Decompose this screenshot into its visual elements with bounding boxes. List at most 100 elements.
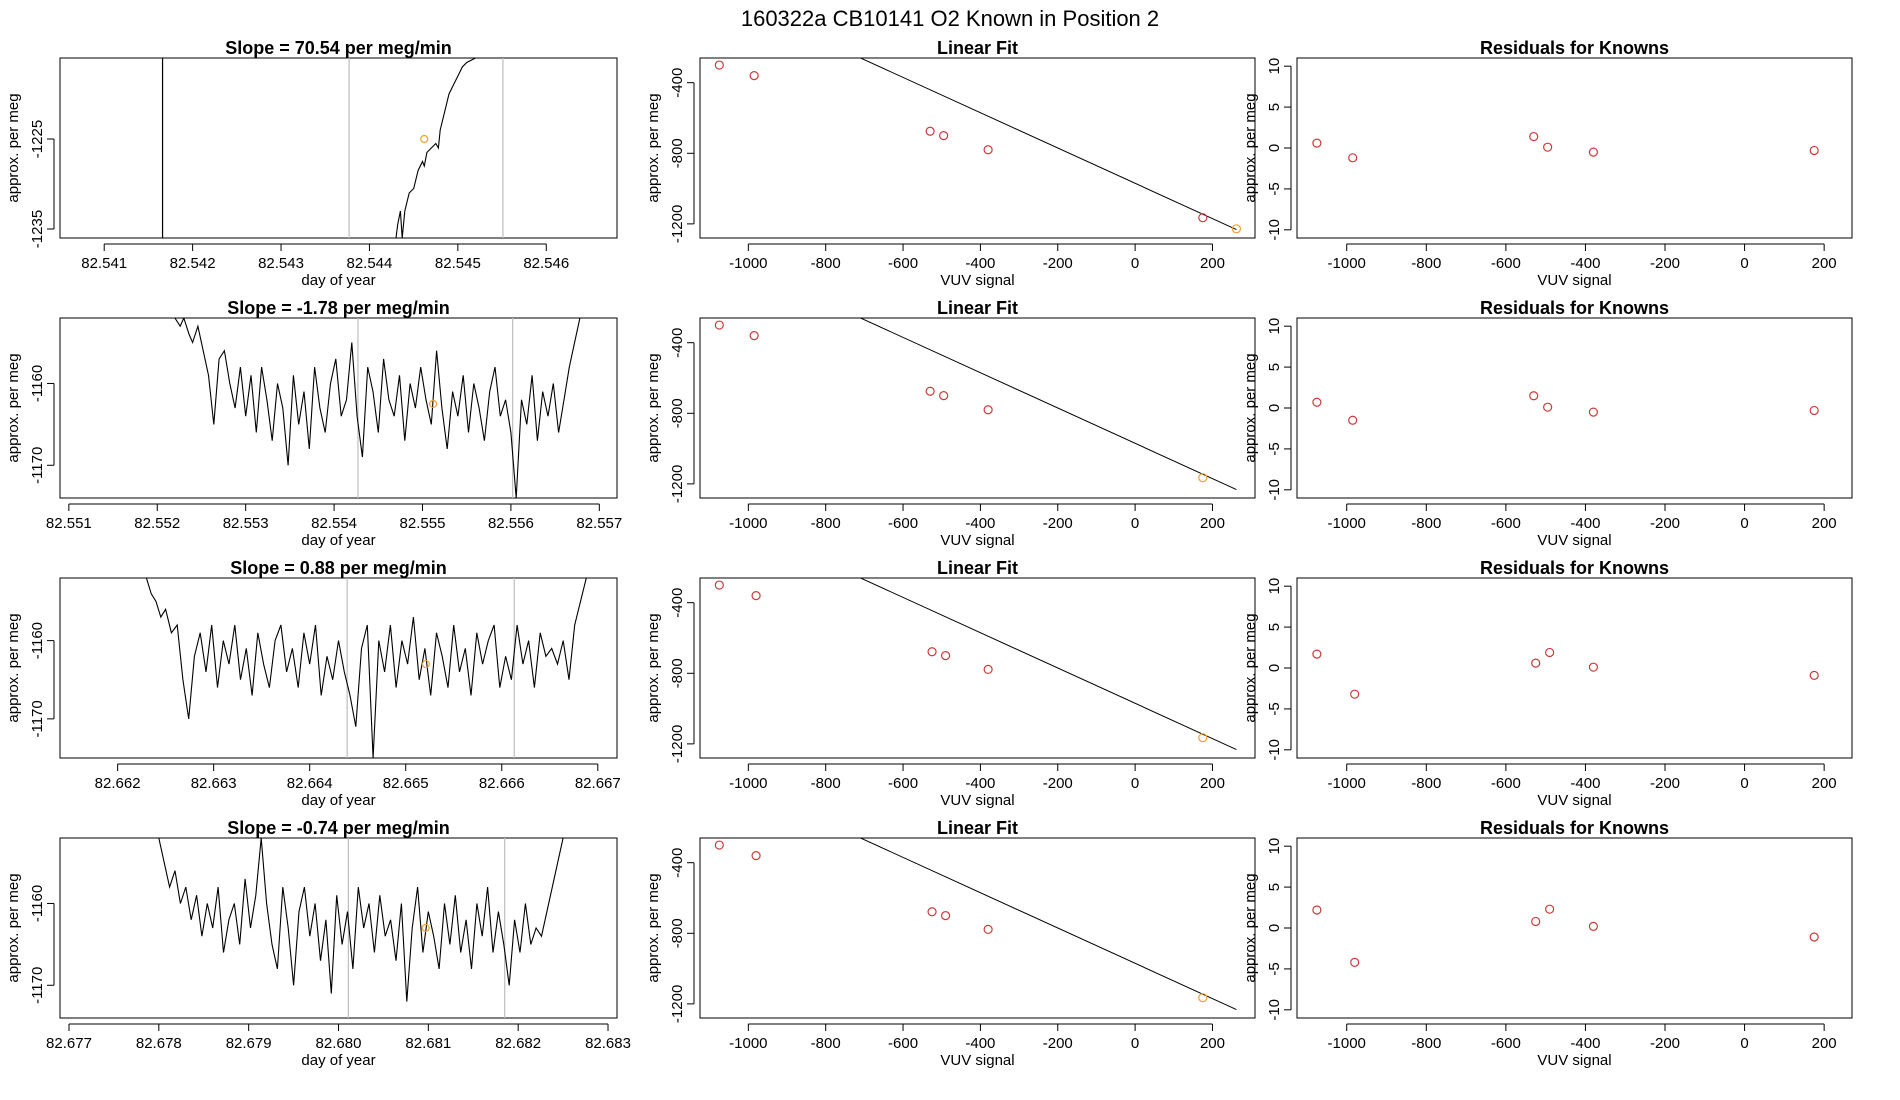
x-tick-label: -800 (811, 515, 841, 532)
data-point (1348, 415, 1358, 425)
x-tick-label: 82.663 (191, 775, 237, 792)
x-tick-label: 200 (1200, 515, 1225, 532)
data-point (983, 145, 993, 155)
x-tick-label: 82.543 (258, 255, 304, 272)
y-tick-label: -1170 (29, 967, 46, 1004)
x-tick-label: 82.544 (346, 255, 392, 272)
y-tick-label: -10 (1266, 479, 1283, 501)
y-axis-label: approx. per meg (5, 613, 22, 722)
data-point (1312, 397, 1322, 407)
data-point (1809, 670, 1819, 680)
data-point (940, 651, 951, 661)
data-point (939, 391, 949, 401)
x-tick-label: -1000 (1328, 1035, 1366, 1052)
y-tick-label: 10 (1266, 838, 1283, 855)
x-tick-label: -1000 (729, 255, 767, 272)
x-tick-label: 0 (1131, 515, 1139, 532)
y-tick-label: -10 (1266, 999, 1283, 1021)
x-tick-label: -200 (1043, 515, 1073, 532)
chart-panel-r2c2: Linear Fit -1000 -800 -600 -400 -200 0 200 VUV s… (645, 298, 1256, 549)
y-tick-label: -1200 (669, 985, 686, 1023)
x-tick-label: -600 (888, 1035, 918, 1052)
x-tick-label: -1000 (1328, 775, 1366, 792)
fit-line (859, 318, 1237, 490)
plot-area (1312, 904, 1819, 967)
x-tick-label: -800 (811, 1035, 841, 1052)
x-tick-label: -400 (965, 515, 995, 532)
y-tick-label: 5 (1266, 363, 1283, 371)
fit-line (859, 58, 1237, 230)
x-tick-label: -800 (1411, 255, 1441, 272)
x-axis-label: VUV signal (940, 532, 1014, 549)
fit-line (859, 838, 1237, 1010)
data-point (1198, 473, 1208, 483)
chart-panel-r4c1: Slope = -0.74 per meg/min 82.677 82.678 82.… (5, 818, 631, 1069)
y-tick-label: 0 (1266, 144, 1283, 152)
data-point (749, 331, 759, 341)
y-tick-label: 5 (1266, 623, 1283, 631)
y-axis-label: approx. per meg (1242, 613, 1259, 722)
data-point (1545, 904, 1555, 914)
x-tick-label: -1000 (729, 1035, 767, 1052)
x-tick-label: -600 (1491, 515, 1521, 532)
y-tick-label: -10 (1266, 219, 1283, 241)
data-point (983, 405, 993, 415)
y-tick-label: -800 (669, 138, 686, 168)
y-tick-label: -1170 (29, 700, 46, 737)
x-tick-label: -200 (1650, 1035, 1680, 1052)
x-tick-label: 82.553 (223, 515, 269, 532)
x-tick-label: -400 (965, 775, 995, 792)
x-axis-label: day of year (301, 792, 375, 809)
plot-area (714, 318, 1237, 490)
x-tick-label: 82.667 (575, 775, 621, 792)
plot-area (714, 838, 1237, 1010)
y-tick-label: -1160 (29, 365, 46, 402)
data-point (1529, 391, 1539, 401)
y-tick-label: -1170 (29, 447, 46, 484)
y-tick-label: 0 (1266, 924, 1283, 932)
x-tick-label: -200 (1650, 515, 1680, 532)
x-tick-label: 200 (1812, 1035, 1837, 1052)
y-tick-label: -400 (669, 68, 686, 98)
plot-area (714, 58, 1242, 234)
y-tick-label: -800 (669, 918, 686, 948)
data-series-line (145, 578, 587, 758)
x-tick-label: -600 (1491, 1035, 1521, 1052)
sample-marker (421, 659, 430, 669)
sample-marker (429, 399, 438, 409)
x-tick-label: -1000 (729, 515, 767, 532)
data-point (939, 131, 949, 141)
x-tick-label: -400 (1570, 255, 1600, 272)
x-tick-label: 200 (1200, 255, 1225, 272)
data-point (1312, 138, 1322, 148)
plot-area (1312, 131, 1819, 163)
y-tick-label: 0 (1266, 664, 1283, 672)
chart-panel-r1c2: Linear Fit -1000 -800 -600 -400 -200 0 200 VUV s… (645, 38, 1256, 289)
data-point (1348, 153, 1358, 163)
plot-area (145, 578, 587, 758)
x-axis-label: day of year (301, 532, 375, 549)
y-tick-label: 10 (1266, 58, 1283, 75)
chart-title: Residuals for Knowns (1480, 818, 1669, 838)
chart-panel-r1c3: Residuals for Knowns-1000 -800 -600 -400 -20… (1242, 38, 1853, 289)
x-tick-label: 82.551 (46, 515, 92, 532)
x-tick-label: 0 (1740, 515, 1748, 532)
figure-title: 160322a CB10141 O2 Known in Position 2 (741, 6, 1159, 31)
chart-title: Residuals for Knowns (1480, 298, 1669, 318)
data-point (927, 647, 937, 657)
chart-title: Residuals for Knowns (1480, 558, 1669, 578)
data-point (714, 60, 724, 70)
x-axis-label: VUV signal (940, 792, 1014, 809)
chart-title: Linear Fit (937, 818, 1018, 838)
x-tick-label: -800 (1411, 775, 1441, 792)
chart-title: Slope = 0.88 per meg/min (230, 558, 447, 578)
plot-frame (59, 577, 618, 759)
x-tick-label: 82.664 (287, 775, 333, 792)
plot-frame (699, 577, 1256, 759)
data-point (1312, 649, 1322, 659)
data-point (1312, 905, 1322, 915)
chart-title: Linear Fit (937, 558, 1018, 578)
x-tick-label: -200 (1043, 775, 1073, 792)
x-tick-label: -200 (1650, 775, 1680, 792)
chart-title: Slope = -0.74 per meg/min (227, 818, 450, 838)
